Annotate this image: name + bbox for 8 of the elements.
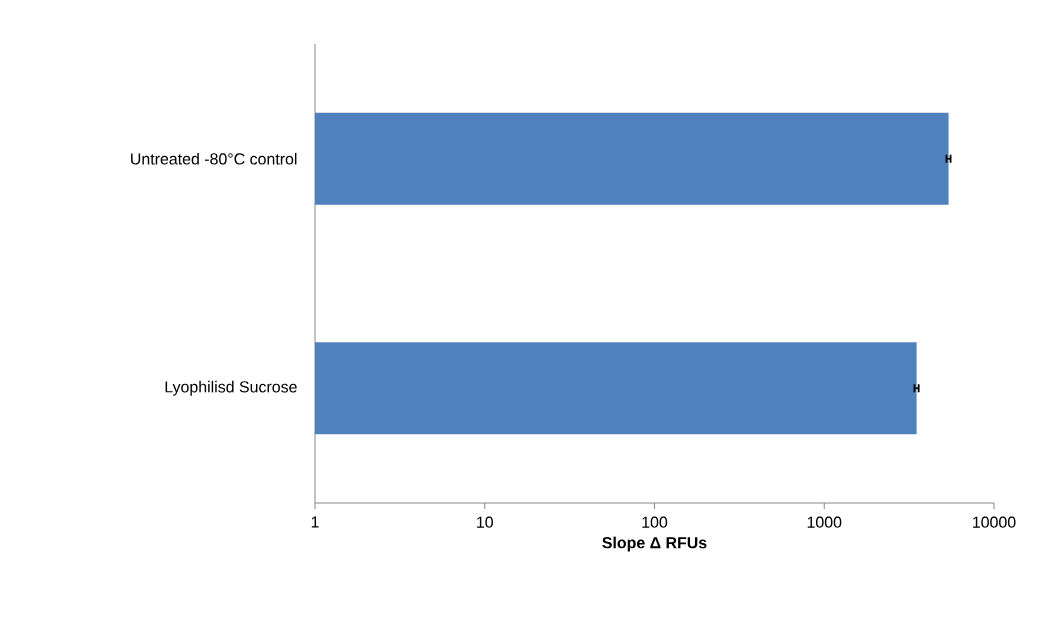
x-axis-title: Slope Δ RFUs bbox=[602, 536, 707, 552]
x-tick-label: 10000 bbox=[973, 516, 1016, 528]
x-tick-label: 1 bbox=[311, 516, 319, 528]
x-tick-label: 10 bbox=[477, 516, 493, 528]
x-tick-label: 100 bbox=[642, 516, 668, 528]
y-tick-label: Lyophilisd Sucrose bbox=[165, 380, 297, 396]
x-tick-label: 1000 bbox=[807, 516, 842, 528]
y-tick-label: Untreated -80°C control bbox=[131, 152, 297, 165]
